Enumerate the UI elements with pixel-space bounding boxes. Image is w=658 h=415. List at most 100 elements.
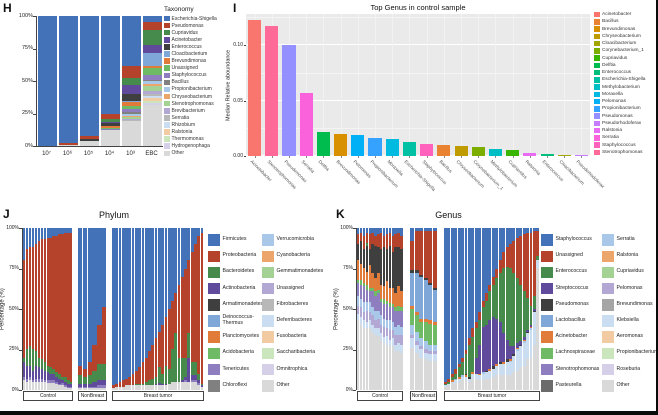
legend-label: Serratia bbox=[602, 135, 619, 141]
bar-segment-pseudomonas bbox=[365, 245, 368, 272]
y-tick-label: 50% bbox=[21, 77, 33, 84]
legend-label: Fusobacteria bbox=[276, 333, 307, 340]
bar-segment-pseudomonas bbox=[464, 373, 468, 376]
stacked-bar bbox=[481, 228, 485, 390]
y-tick-label: 25% bbox=[342, 346, 353, 353]
bar-segment-enterococcus bbox=[502, 268, 506, 334]
bar-segment-pseudomonas bbox=[359, 240, 363, 264]
bar-segment-bacteroidetes bbox=[49, 367, 52, 374]
legend-item: Chryseobacterium bbox=[594, 33, 645, 40]
bar-segment-serratia bbox=[122, 120, 141, 121]
bar-segment-serratia bbox=[397, 325, 400, 335]
bar-segment-staphylococcus bbox=[447, 228, 451, 379]
bar-segment-proteobacteria bbox=[151, 344, 155, 379]
bar-segment-cloacibacterium bbox=[122, 101, 141, 102]
bar-segment-other bbox=[143, 105, 162, 146]
gridline-vertical bbox=[581, 14, 583, 156]
bar-segment-proteobacteria bbox=[171, 300, 174, 350]
stacked-bar bbox=[38, 16, 57, 146]
stacked-bar bbox=[25, 228, 29, 390]
bar-segment-streptococcus bbox=[505, 339, 509, 360]
stacked-bar bbox=[78, 228, 83, 390]
bar-segment-pseudomonas bbox=[428, 283, 432, 285]
y-tick-mark bbox=[353, 390, 356, 391]
bar-segment-staphylococcus bbox=[391, 228, 394, 237]
bar-segment-acinetobacter bbox=[450, 380, 454, 382]
x-tick-label: Cloacibacterium bbox=[558, 159, 586, 186]
legend-item: Verrucomicrobia bbox=[262, 232, 325, 248]
legend-swatch bbox=[164, 22, 170, 29]
stacked-bar bbox=[161, 228, 164, 390]
y-tick-mark bbox=[33, 48, 36, 50]
bar-segment-klebsiella bbox=[377, 328, 380, 337]
legend-label: Other bbox=[171, 150, 185, 157]
x-tick-label: Corynebacterium_1 bbox=[472, 159, 505, 191]
bar-segment-proteobacteria bbox=[37, 240, 41, 358]
bar-group-breast-tumor bbox=[444, 228, 540, 390]
x-tick-mark bbox=[289, 156, 290, 158]
bar-segment-unassigned bbox=[377, 234, 380, 248]
bar-segment-thermomonas bbox=[143, 100, 162, 104]
bar-segment-serratia bbox=[143, 93, 162, 96]
stacked-bar bbox=[491, 228, 495, 390]
legend-swatch bbox=[594, 69, 600, 76]
bar-segment-pseudomonas bbox=[143, 21, 162, 31]
bar-segment-other bbox=[167, 383, 171, 390]
legend-label: Thermomonas bbox=[171, 136, 204, 143]
bar-segment-klebsiella bbox=[485, 372, 488, 379]
bar-segment-klebsiella bbox=[374, 328, 377, 335]
bar-segment-serratia bbox=[414, 331, 419, 342]
bar-segment-stenotrophomonas bbox=[371, 291, 374, 308]
stacked-bar bbox=[131, 228, 135, 390]
stacked-bar bbox=[428, 228, 432, 390]
bar-segment-proteobacteria bbox=[148, 351, 151, 381]
panel-i-legend: Acinetobacter Bacillus Brevundimonas Chryse… bbox=[594, 11, 645, 156]
bar-segment-staphylococcus bbox=[481, 228, 485, 301]
legend-label: Other bbox=[276, 381, 290, 388]
bar-segment-chryseobacterium bbox=[122, 115, 141, 118]
bar-segment-serratia bbox=[391, 321, 394, 330]
legend-swatch bbox=[164, 115, 170, 121]
bar-segment-stenotrophomonas bbox=[382, 304, 386, 319]
bar-segment-staphylococcus bbox=[485, 228, 488, 293]
bar-segment-escherichia-shigella bbox=[143, 16, 162, 22]
bar-segment-unassigned bbox=[359, 232, 363, 241]
bar-segment-tenericutes bbox=[31, 380, 35, 382]
legend-label: Pelomonas bbox=[616, 284, 643, 291]
bar-segment-serratia bbox=[423, 341, 428, 350]
stacked-bar bbox=[121, 228, 125, 390]
legend-swatch bbox=[594, 98, 600, 105]
legend-label: Ralstonia bbox=[171, 129, 193, 136]
bar-segment-klebsiella bbox=[397, 343, 400, 352]
bar-segment-bacteroidetes bbox=[87, 375, 92, 384]
legend-label: Ralstonia bbox=[602, 128, 622, 134]
x-tick-label: Delftia bbox=[317, 159, 331, 172]
bar-segment-stenotrophomonas bbox=[394, 310, 397, 327]
bar-segment-bacteroidetes bbox=[180, 357, 184, 381]
gridline-major bbox=[246, 155, 590, 157]
bar-segment-other bbox=[92, 388, 97, 390]
bar-segment-tenericutes bbox=[58, 383, 61, 386]
x-tick-label: Bacillus bbox=[438, 159, 454, 174]
bar-segment-enterococcus bbox=[509, 268, 512, 347]
legend-label: Fibrobacteres bbox=[276, 300, 309, 307]
bar-segment-firmicutes bbox=[115, 228, 119, 384]
bar-segment-proteobacteria bbox=[82, 368, 88, 378]
bar-segment-staphylococcus bbox=[512, 228, 516, 241]
y-tick-mark bbox=[244, 156, 246, 157]
bar-segment-acinetobacter bbox=[400, 291, 403, 308]
bar-segment-tenericutes bbox=[78, 386, 83, 389]
bar-segment-pseudomonas bbox=[394, 247, 397, 293]
bar-segment-tenericutes bbox=[67, 386, 70, 389]
legend-item: Deinococcus-Thermus bbox=[208, 313, 271, 329]
bar-segment-enterococcus bbox=[505, 266, 509, 340]
bar-segment-stenotrophomonas bbox=[122, 117, 141, 119]
legend-swatch bbox=[262, 331, 274, 343]
bar-segment-firmicutes bbox=[190, 228, 194, 253]
legend-swatch bbox=[594, 113, 600, 119]
panel-j-group-breast-tumor: Breast tumor bbox=[112, 391, 204, 401]
stacked-bar bbox=[143, 16, 162, 146]
bar-segment-streptococcus bbox=[502, 333, 506, 363]
bar-segment-streptococcus bbox=[532, 308, 536, 311]
bar-segment-staphylococcus bbox=[377, 228, 380, 235]
